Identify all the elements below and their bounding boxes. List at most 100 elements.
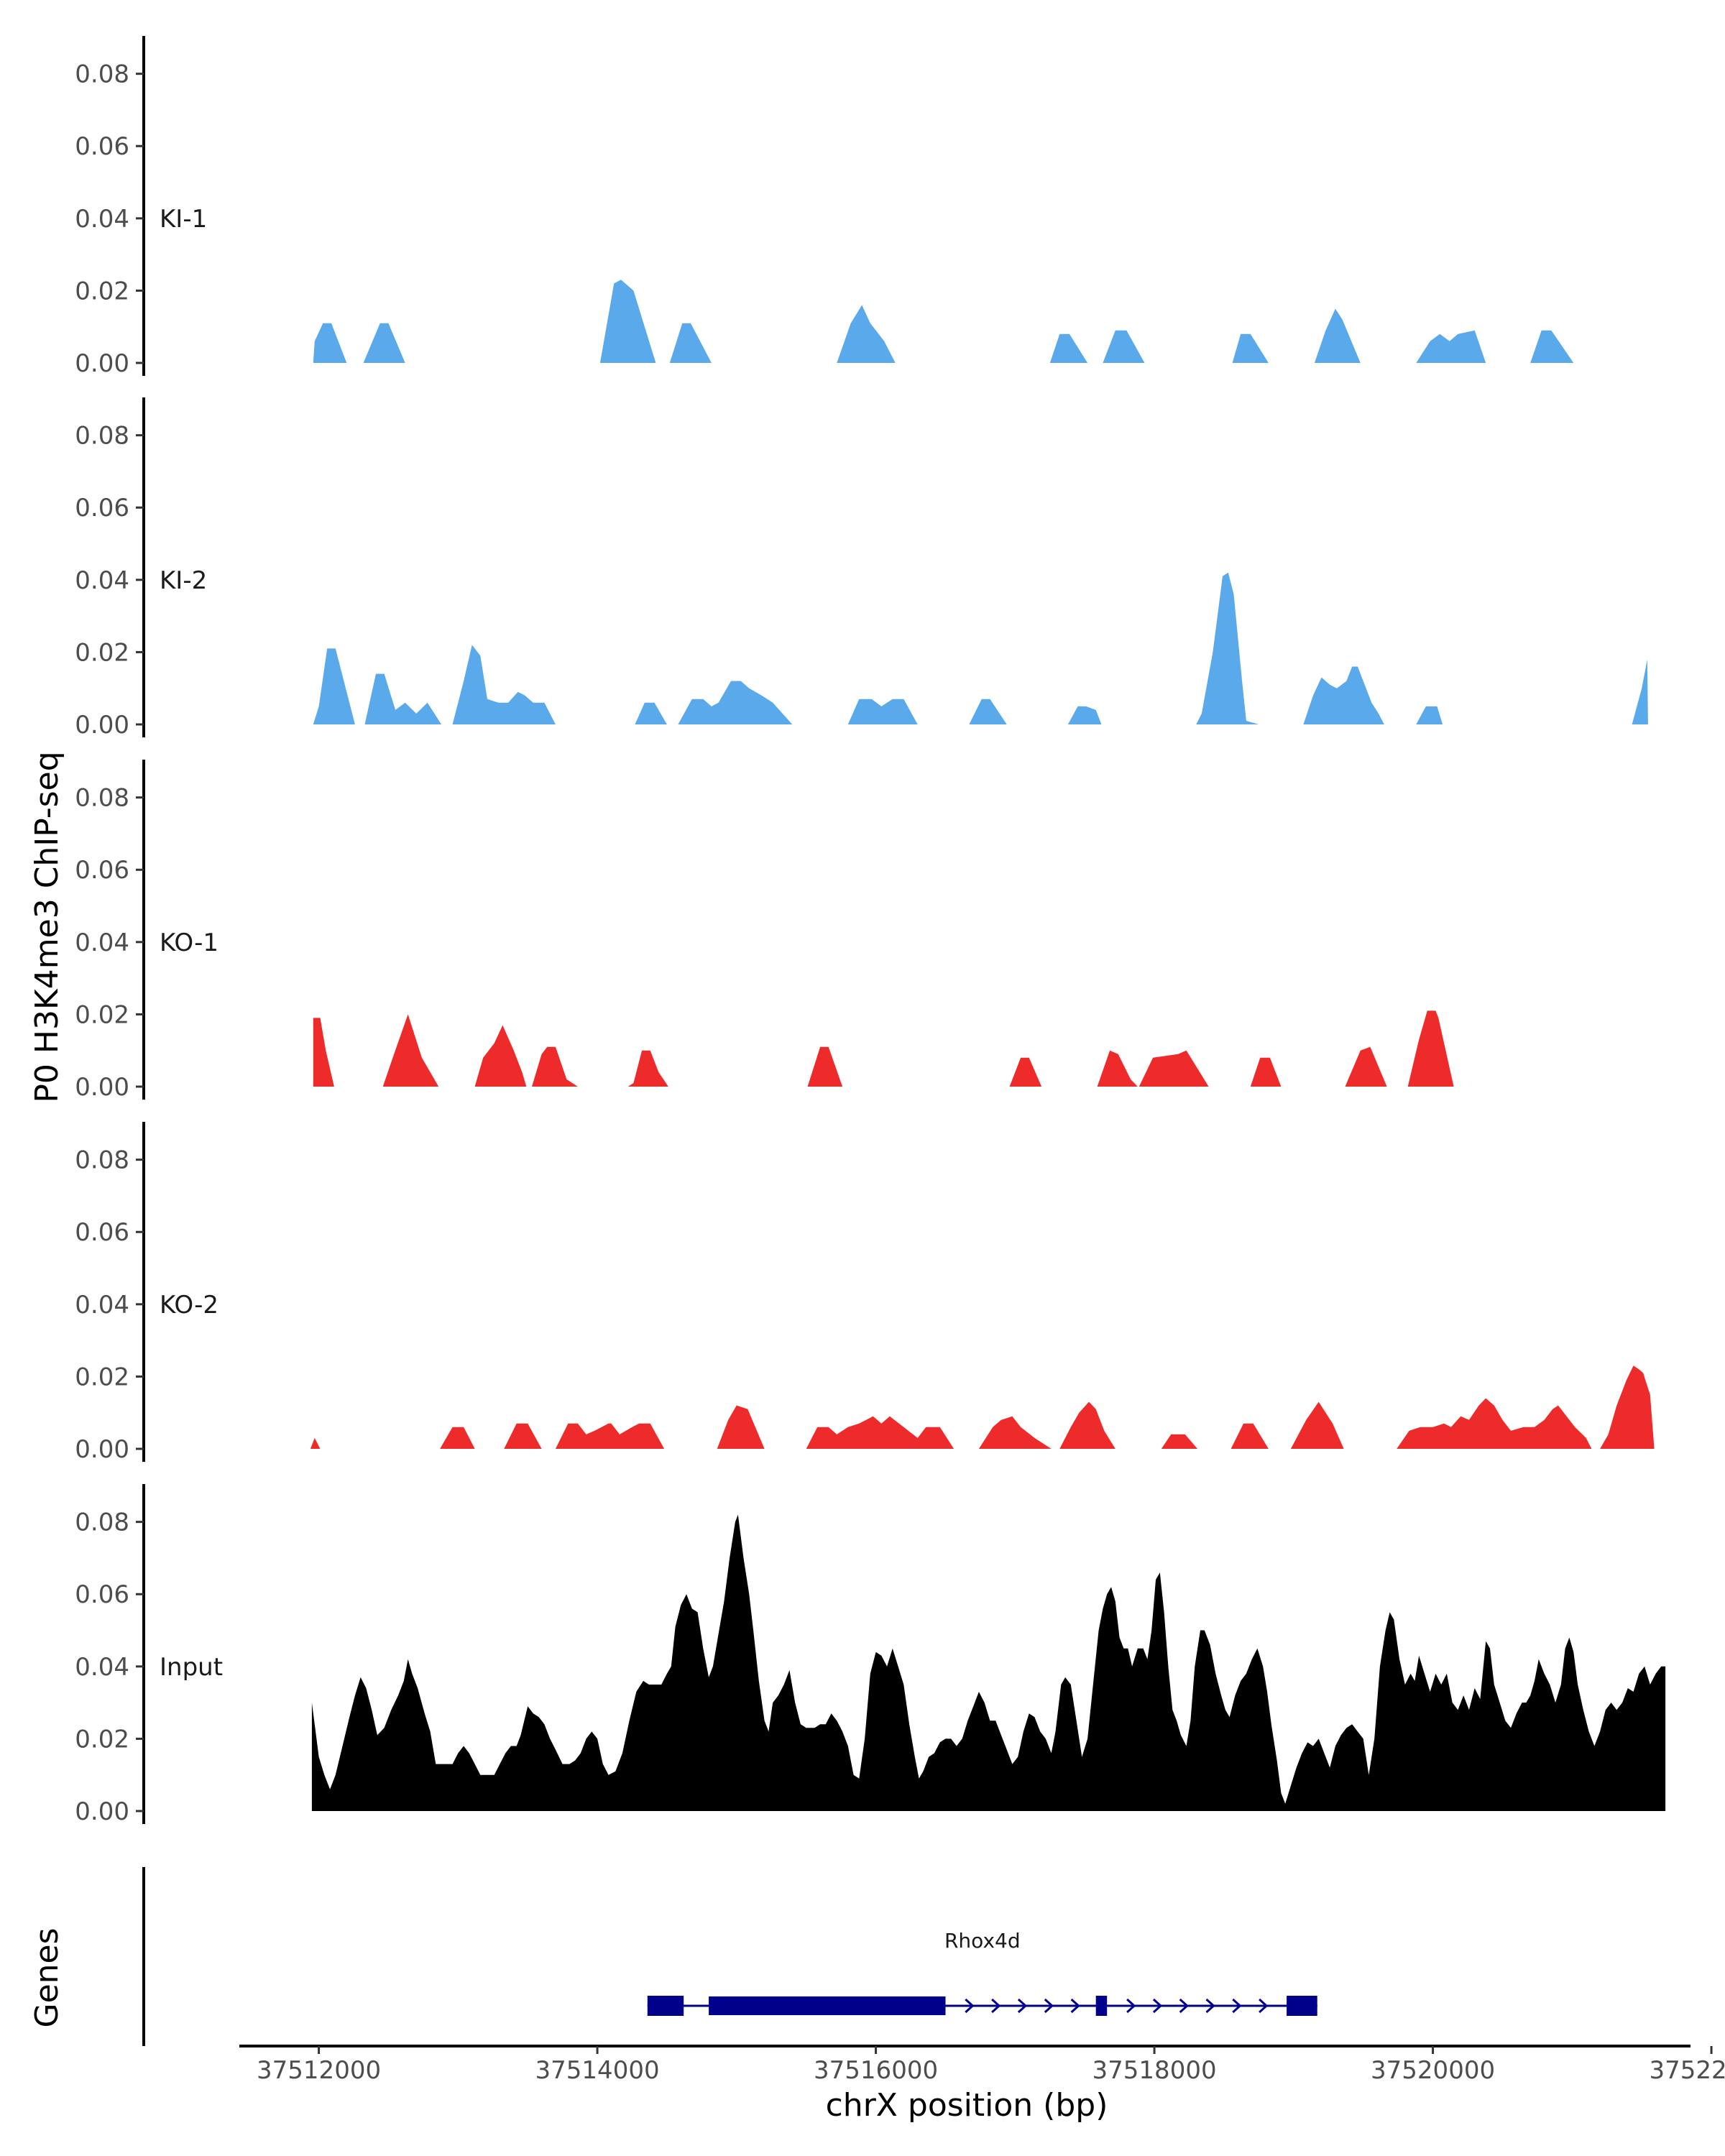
x-tick-label: 37520000 [1371, 2056, 1495, 2085]
strand-arrow [1152, 1998, 1163, 2014]
y-tick-label: 0.04 [75, 929, 129, 957]
gene-exon [1095, 1996, 1108, 2016]
signal-peak [807, 1046, 843, 1087]
signal-peak [627, 1050, 668, 1087]
strand-arrow [1126, 1998, 1136, 2014]
signal-peak [837, 305, 896, 363]
genes-axis-title: Genes [29, 1927, 65, 2027]
signal-peak [1600, 1365, 1655, 1449]
signal-peak [474, 1025, 527, 1087]
signal-peak [1314, 308, 1361, 363]
strand-arrow [1232, 1998, 1242, 2014]
y-tick-label: 0.00 [75, 1797, 129, 1826]
y-tick-label: 0.04 [75, 1653, 129, 1682]
track-label: KO-1 [160, 929, 218, 957]
signal-peak [969, 699, 1007, 724]
track-label: KI-1 [160, 205, 207, 234]
gene-exon [709, 1996, 946, 2015]
y-tick-label: 0.08 [75, 60, 129, 89]
y-tick-label: 0.08 [75, 1508, 129, 1537]
y-tick-label: 0.02 [75, 638, 129, 667]
y-tick-label: 0.02 [75, 1725, 129, 1754]
y-tick-label: 0.06 [75, 856, 129, 885]
gene-exon [1287, 1996, 1317, 2016]
signal-peak [1230, 1423, 1269, 1449]
y-tick-label: 0.00 [75, 1073, 129, 1102]
y-tick-label: 0.04 [75, 566, 129, 595]
y-tick-label: 0.00 [75, 711, 129, 740]
signal-peak [532, 1046, 578, 1087]
strand-arrow [1259, 1998, 1269, 2014]
y-tick-label: 0.06 [75, 132, 129, 161]
y-tick-label: 0.00 [75, 1435, 129, 1464]
y-tick-label: 0.00 [75, 349, 129, 378]
track-input: 0.00 0.02 0.04 0.06 0.08 Input [75, 1484, 1666, 1826]
y-tick-label: 0.02 [75, 1363, 129, 1391]
signal-peak [1303, 666, 1384, 724]
signal-peak [806, 1416, 954, 1449]
signal-peak [382, 1014, 439, 1087]
signal-peak [313, 323, 347, 363]
signal-peak [313, 648, 355, 724]
signal-peak [1397, 1398, 1592, 1449]
signal-peak [504, 1423, 542, 1449]
signal-peak [440, 1427, 475, 1449]
tracks-layer: 0.00 0.02 0.04 0.06 0.08 KI-1 0.00 0.02 0.04 0.06… [75, 36, 1666, 1826]
y-tick-label: 0.02 [75, 277, 129, 305]
x-tick-label: 37522000 [1650, 2056, 1725, 2085]
x-tick-label: 37514000 [535, 2056, 660, 2085]
y-tick-label: 0.06 [75, 494, 129, 522]
signal-peak [1103, 330, 1145, 363]
signal-peak [669, 323, 712, 363]
signal-peak [1009, 1057, 1042, 1087]
strand-arrow [1017, 1998, 1028, 2014]
gene-name-label: Rhox4d [944, 1929, 1021, 1953]
signal-peak [452, 645, 556, 724]
strand-arrow [1179, 1998, 1189, 2014]
y-tick-label: 0.08 [75, 1146, 129, 1175]
signal-peak [717, 1405, 765, 1449]
track-label: KO-2 [160, 1291, 218, 1319]
x-tick-label: 37518000 [1092, 2056, 1217, 2085]
gene-exon [647, 1996, 684, 2016]
track-ko-1: 0.00 0.02 0.04 0.06 0.08 KO-1 [75, 760, 1454, 1102]
signal-peak [555, 1423, 665, 1449]
strand-arrow [965, 1998, 975, 2014]
signal-peak [1345, 1046, 1387, 1087]
signal-peak [1196, 572, 1259, 724]
signal-peak [313, 1018, 334, 1087]
signal-peak [1416, 706, 1443, 724]
signal-peak [363, 323, 405, 363]
gene-panel: Rhox4d [142, 1867, 1317, 2046]
signal-peak [1407, 1010, 1454, 1087]
signal-peak [1059, 1401, 1116, 1449]
input-signal-area [311, 1514, 1666, 1811]
y-tick-label: 0.08 [75, 422, 129, 451]
y-tick-label: 0.06 [75, 1580, 129, 1609]
signal-peak [1250, 1057, 1282, 1087]
x-axis: 37512000 37514000 37516000 37518000 37520000… [239, 2045, 1725, 2085]
strand-arrow [1205, 1998, 1215, 2014]
signal-peak [1097, 1050, 1138, 1087]
x-tick-label: 37512000 [257, 2056, 381, 2085]
signal-peak [1161, 1434, 1198, 1449]
signal-peak [1049, 333, 1088, 363]
signal-peak [1232, 333, 1269, 363]
strand-arrow [1044, 1998, 1054, 2014]
x-axis-title: chrX position (bp) [826, 2087, 1108, 2124]
signal-peak [1067, 706, 1102, 724]
track-ki-1: 0.00 0.02 0.04 0.06 0.08 KI-1 [75, 36, 1574, 378]
strand-arrow [1070, 1998, 1080, 2014]
signal-peak [635, 702, 667, 724]
signal-peak [1290, 1401, 1344, 1449]
track-label: Input [160, 1653, 223, 1682]
y-tick-label: 0.06 [75, 1218, 129, 1247]
y-tick-label: 0.04 [75, 1291, 129, 1319]
signal-peak [599, 280, 656, 363]
signal-peak [978, 1416, 1052, 1449]
track-ki-2: 0.00 0.02 0.04 0.06 0.08 KI-2 [75, 397, 1648, 740]
track-label: KI-2 [160, 566, 207, 595]
y-tick-label: 0.04 [75, 205, 129, 234]
signal-peak [364, 673, 442, 724]
